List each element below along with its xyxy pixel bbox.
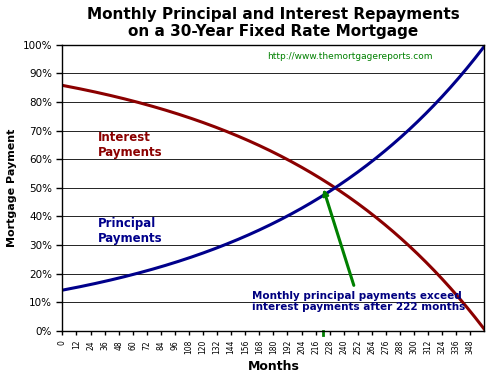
Text: Monthly principal payments exceed
interest payments after 222 months: Monthly principal payments exceed intere… [252, 192, 465, 312]
Text: Interest
Payments: Interest Payments [98, 131, 162, 159]
Y-axis label: Mortgage Payment: Mortgage Payment [7, 128, 17, 247]
X-axis label: Months: Months [247, 360, 299, 373]
Text: Principal
Payments: Principal Payments [98, 217, 162, 245]
Title: Monthly Principal and Interest Repayments
on a 30-Year Fixed Rate Mortgage: Monthly Principal and Interest Repayment… [87, 7, 460, 40]
Text: http://www.themortgagereports.com: http://www.themortgagereports.com [268, 52, 433, 61]
